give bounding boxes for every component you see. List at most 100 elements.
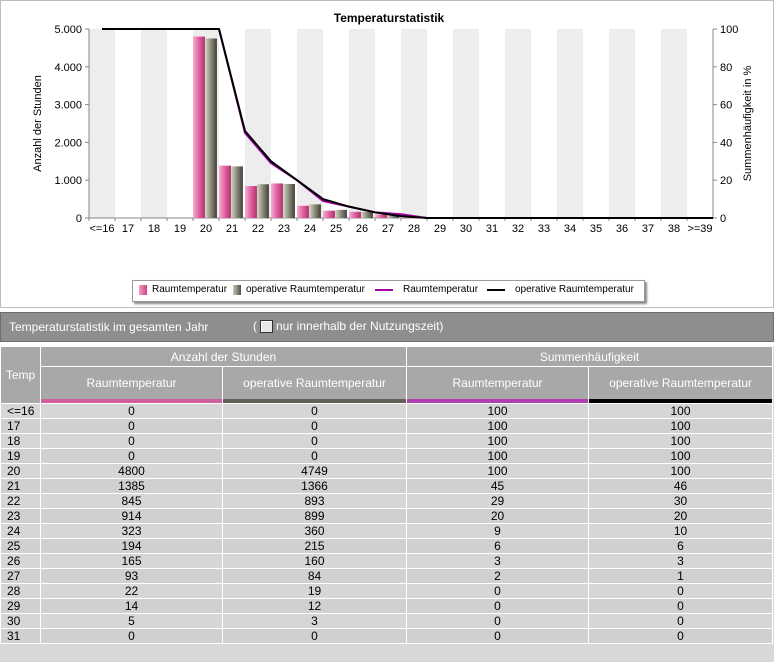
value-cell: 0 (221, 448, 408, 464)
value-cell: 20 (588, 508, 774, 524)
grid-band (349, 29, 375, 218)
statistics-title: Temperaturstatistik im gesamten Jahr (9, 320, 209, 334)
x-tick-label: 30 (460, 223, 472, 235)
x-tick-label: 28 (408, 223, 420, 235)
bar-raumtemperatur (375, 214, 387, 218)
temp-cell: 24 (0, 523, 41, 539)
usage-time-checkbox[interactable] (260, 319, 273, 333)
temp-cell: 25 (0, 538, 41, 554)
legend-item-operative-line: operative Raumtemperatur (487, 284, 634, 295)
grid-band (609, 29, 635, 218)
temp-cell: 30 (0, 613, 41, 629)
value-cell: 0 (588, 598, 774, 614)
x-tick-label: 27 (382, 223, 394, 235)
temp-cell: <=16 (0, 403, 41, 419)
grid-band (479, 29, 505, 218)
value-cell: 9 (406, 523, 590, 539)
table-row: 29 14 12 0 0 (0, 598, 774, 614)
temp-cell: 22 (0, 493, 41, 509)
x-tick-label: 29 (434, 223, 446, 235)
statistics-header-bar: Temperaturstatistik im gesamten Jahr ( n… (0, 312, 774, 342)
value-cell: 1366 (221, 478, 408, 494)
legend-label: operative Raumtemperatur (246, 284, 365, 295)
temp-cell: 26 (0, 553, 41, 569)
grid-band (89, 29, 115, 218)
grid-band (427, 29, 453, 218)
legend-label: operative Raumtemperatur (515, 284, 634, 295)
value-cell: 215 (221, 538, 408, 554)
value-cell: 0 (40, 628, 223, 644)
x-tick-label: 22 (252, 223, 264, 235)
legend-item-operative-bar: operative Raumtemperatur (233, 284, 365, 295)
value-cell: 4749 (221, 463, 408, 479)
value-cell: 5 (40, 613, 223, 629)
table-row: 28 22 19 0 0 (0, 583, 774, 599)
value-cell: 84 (221, 568, 408, 584)
value-cell: 0 (588, 583, 774, 599)
value-cell: 4800 (40, 463, 223, 479)
value-cell: 100 (406, 418, 590, 434)
table-row: 27 93 84 2 1 (0, 568, 774, 584)
value-cell: 100 (588, 418, 774, 434)
grid-band (531, 29, 557, 218)
table-row: 18 0 0 100 100 (0, 433, 774, 449)
bar-raumtemperatur (297, 205, 309, 218)
legend-swatch (375, 288, 393, 291)
temp-cell: 18 (0, 433, 41, 449)
value-cell: 12 (221, 598, 408, 614)
y2-tick-label: 60 (720, 100, 732, 112)
temp-cell: 19 (0, 448, 41, 464)
x-tick-label: 36 (616, 223, 628, 235)
y-axis-label: Anzahl der Stunden (32, 75, 44, 172)
bar-operative (204, 38, 217, 219)
x-tick-label: 17 (122, 223, 134, 235)
value-cell: 100 (588, 463, 774, 479)
value-cell: 100 (406, 463, 590, 479)
temp-cell: 27 (0, 568, 41, 584)
grid-band (323, 29, 349, 218)
x-tick-label: 20 (200, 223, 212, 235)
col-header-raum: Raumtemperatur (40, 366, 223, 404)
grid-band (687, 29, 713, 218)
bar-raumtemperatur (193, 36, 205, 219)
value-cell: 899 (221, 508, 408, 524)
usage-time-filter[interactable]: ( nur innerhalb der Nutzungszeit) (253, 319, 443, 333)
value-cell: 0 (40, 403, 223, 419)
value-cell: 0 (406, 628, 590, 644)
table-body: <=16 0 0 100 100 17 0 0 100 100 18 0 0 100 100 19 0 0 100 1… (0, 403, 774, 644)
group-header-cumulative: Summenhäufigkeit (406, 346, 774, 367)
grid-band (141, 29, 167, 218)
statistics-table-wrap[interactable]: Temp Anzahl der Stunden Summenhäufigkeit… (0, 346, 774, 662)
table-row: 24 323 360 9 10 (0, 523, 774, 539)
temp-cell: 28 (0, 583, 41, 599)
value-cell: 0 (406, 613, 590, 629)
value-cell: 0 (40, 418, 223, 434)
bar-raumtemperatur (349, 211, 361, 218)
table-row: 25 194 215 6 6 (0, 538, 774, 554)
legend-swatch (139, 284, 147, 295)
bar-raumtemperatur (323, 210, 335, 218)
legend-label: Raumtemperatur (152, 284, 228, 295)
value-cell: 914 (40, 508, 223, 524)
value-cell: 20 (406, 508, 590, 524)
x-tick-label: 37 (642, 223, 654, 235)
value-cell: 0 (588, 628, 774, 644)
x-tick-label: 24 (304, 223, 316, 235)
value-cell: 100 (406, 403, 590, 419)
grid-band (505, 29, 531, 218)
table-row: 31 0 0 0 0 (0, 628, 774, 644)
value-cell: 19 (221, 583, 408, 599)
statistics-table: Temp Anzahl der Stunden Summenhäufigkeit… (0, 346, 774, 644)
y2-axis-label: Summenhäufigkeit in % (742, 66, 754, 182)
y-tick-label: 0 (76, 213, 82, 225)
grid-band (297, 29, 323, 218)
bar-raumtemperatur (271, 183, 283, 218)
temp-cell: 31 (0, 628, 41, 644)
y-tick-label: 3.000 (54, 100, 82, 112)
temp-cell: 20 (0, 463, 41, 479)
value-cell: 6 (406, 538, 590, 554)
y2-tick-label: 40 (720, 137, 732, 149)
value-cell: 323 (40, 523, 223, 539)
value-cell: 194 (40, 538, 223, 554)
value-cell: 845 (40, 493, 223, 509)
